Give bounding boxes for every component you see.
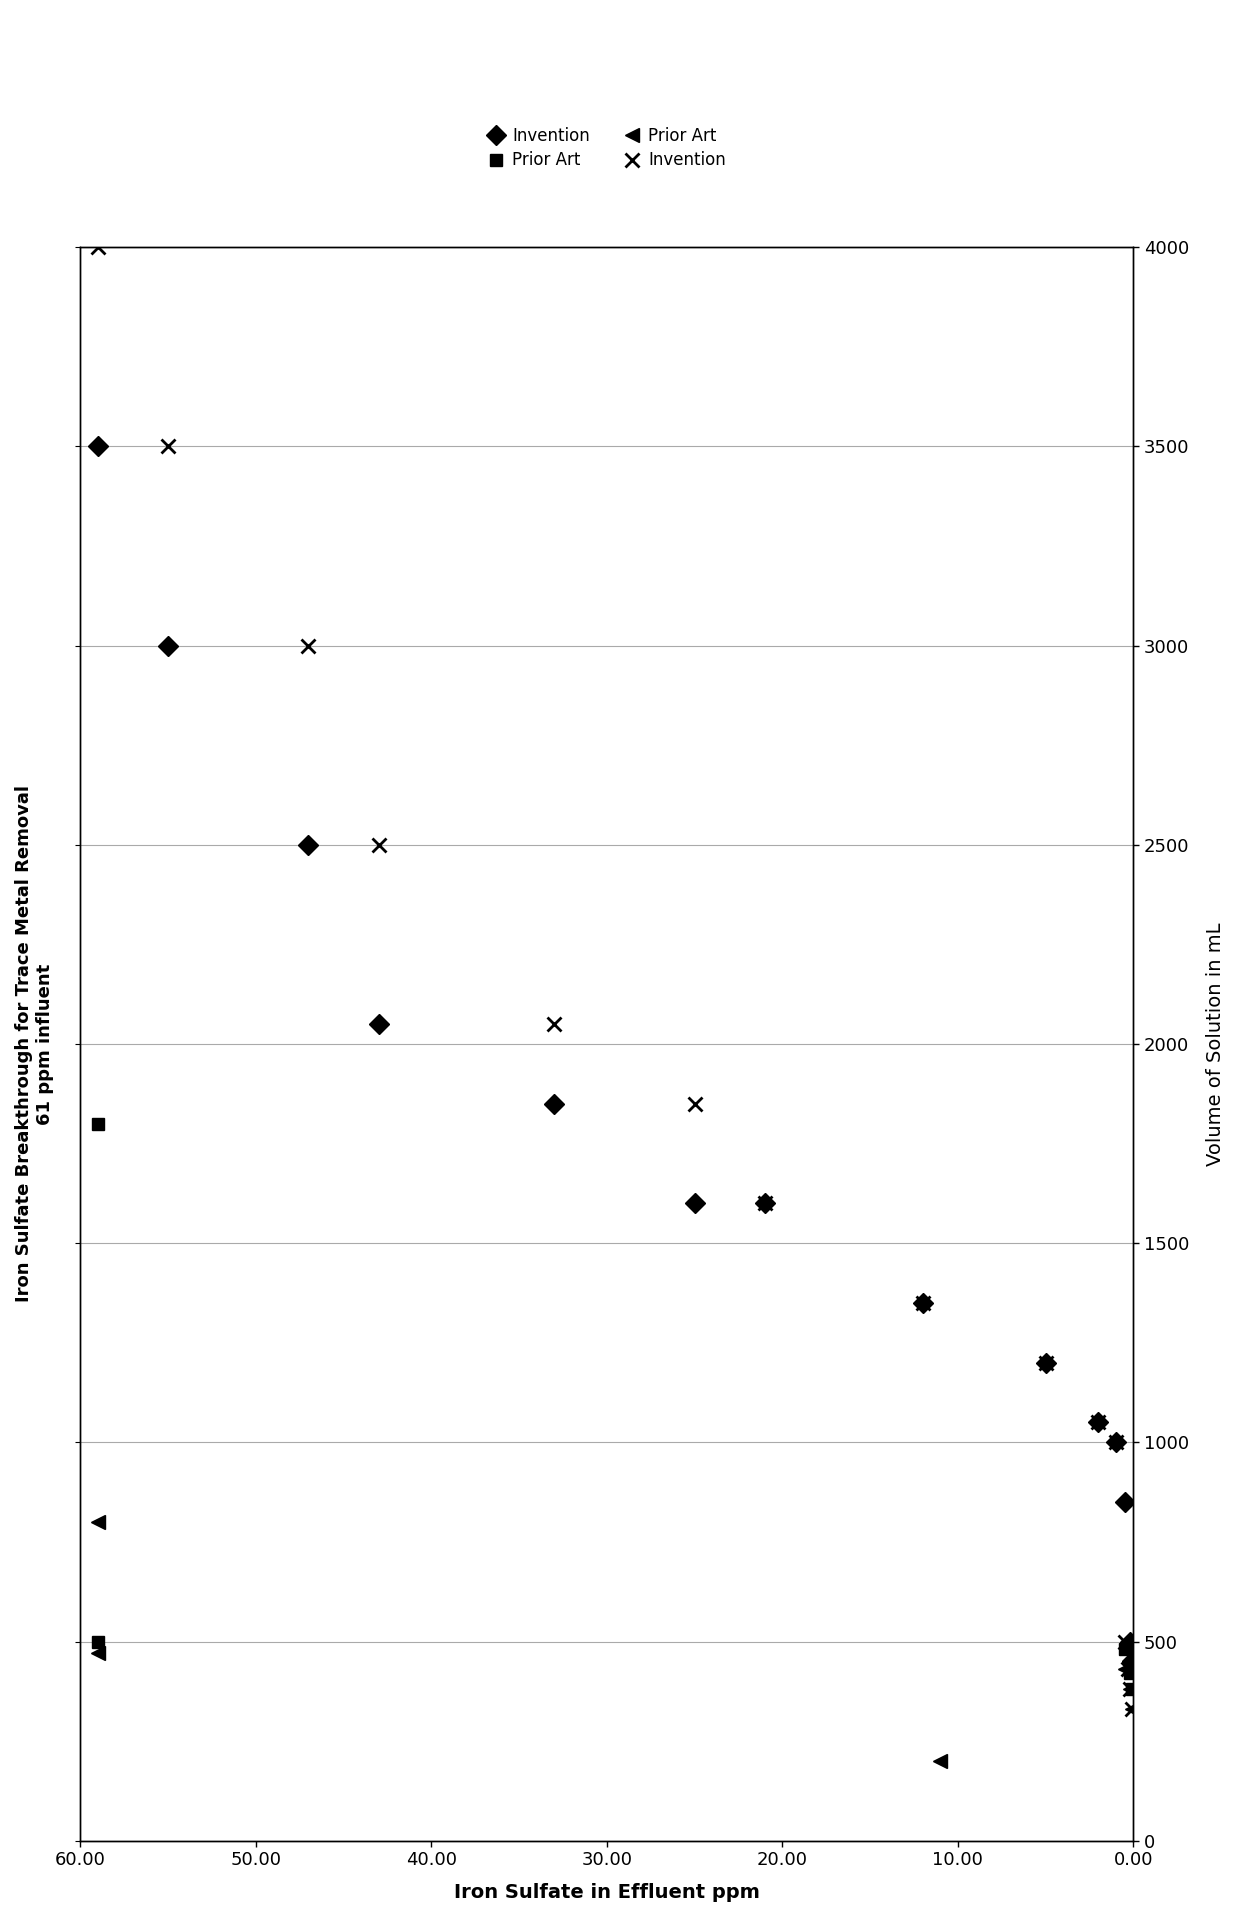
X-axis label: Iron Sulfate in Effluent ppm: Iron Sulfate in Effluent ppm xyxy=(454,1882,760,1902)
Legend: Invention, Prior Art, Prior Art, Invention: Invention, Prior Art, Prior Art, Inventi… xyxy=(481,121,733,176)
Y-axis label: Volume of Solution in mL: Volume of Solution in mL xyxy=(1207,922,1225,1166)
Y-axis label: Iron Sulfate Breakthrough for Trace Metal Removal
61 ppm influent: Iron Sulfate Breakthrough for Trace Meta… xyxy=(15,786,53,1302)
